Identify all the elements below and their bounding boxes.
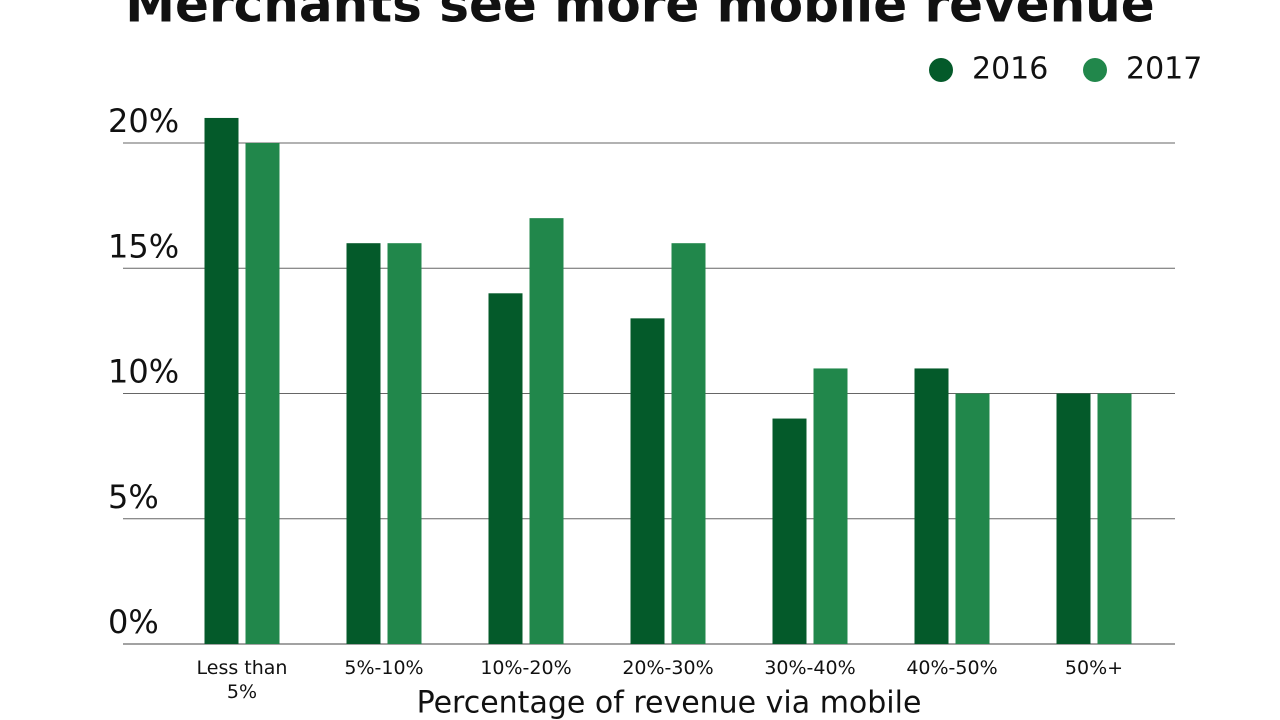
legend-label: 2017 (1126, 52, 1202, 87)
bar (813, 368, 848, 644)
y-tick-label: 15% (108, 227, 179, 265)
x-tick-label: 20%-30% (622, 657, 714, 679)
legend-label: 2016 (972, 52, 1048, 87)
bar (772, 418, 807, 644)
bar (630, 318, 665, 644)
x-axis-label: Percentage of revenue via mobile (417, 686, 922, 720)
x-tick-label: 30%-40% (764, 657, 856, 679)
bar (387, 243, 422, 644)
x-tick-label: 40%-50% (906, 657, 998, 679)
bar (914, 368, 949, 644)
x-tick-label: 5%-10% (344, 657, 424, 679)
bar (671, 243, 706, 644)
bar (955, 393, 990, 644)
y-tick-label: 20% (108, 102, 179, 140)
bar (1056, 393, 1091, 644)
legend-marker (1083, 58, 1107, 82)
y-tick-label: 10% (108, 353, 179, 391)
chart-title: Merchants see more mobile revenue (125, 0, 1154, 34)
x-tick-label: Less than 5% (196, 657, 288, 703)
bar (346, 243, 381, 644)
y-tick-label: 5% (108, 478, 159, 516)
bar (529, 218, 564, 644)
x-tick-label: 10%-20% (480, 657, 572, 679)
legend-marker (929, 58, 953, 82)
x-tick-label: 50%+ (1064, 657, 1124, 679)
bar (1097, 393, 1132, 644)
bar (488, 293, 523, 644)
bar (245, 143, 280, 644)
y-tick-label: 0% (108, 603, 159, 641)
bar (204, 117, 239, 644)
